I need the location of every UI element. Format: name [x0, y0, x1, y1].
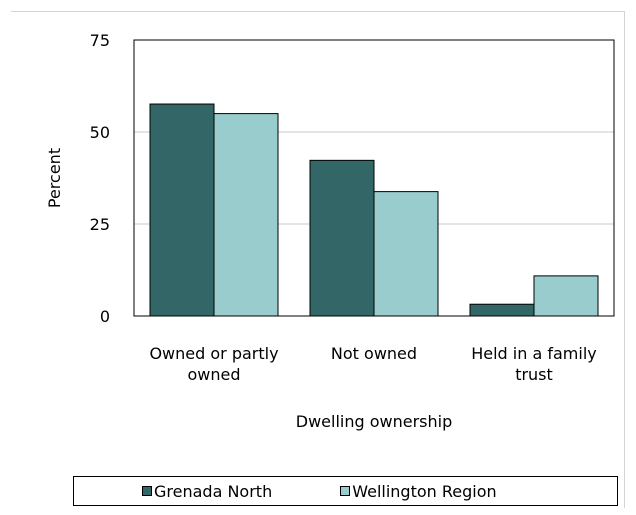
y-tick-label: 25: [90, 215, 110, 234]
legend-swatch-series-2: [340, 486, 351, 496]
bars: [149, 103, 599, 317]
bar-series-2-2: [373, 191, 439, 317]
legend-label-series-1: Grenada North: [154, 481, 273, 501]
x-tick-label: Not owned: [331, 344, 417, 363]
y-tick-labels: 0 25 50 75: [90, 31, 110, 326]
x-axis-label: Dwelling ownership: [296, 412, 452, 431]
legend: Grenada North Wellington Region: [73, 476, 618, 506]
legend-swatch-series-1: [142, 486, 152, 496]
chart-frame: [11, 11, 625, 508]
y-axis-label: Percent: [45, 148, 64, 208]
plot-area: [133, 39, 615, 317]
legend-item-series-1: Grenada North: [142, 482, 272, 501]
bar-series-2-1: [213, 113, 279, 317]
legend-label-series-2: Wellington Region: [352, 481, 497, 501]
x-tick-label: Held in a family trust: [471, 344, 597, 384]
y-tick-label: 75: [90, 31, 110, 50]
legend-item-series-2: Wellington Region: [340, 481, 497, 501]
x-tick-label: Owned or partly owned: [149, 344, 278, 384]
bar-series-1-2: [309, 159, 375, 317]
x-tick-labels: Owned or partly owned Not owned Held in a f…: [149, 344, 596, 384]
bar-series-1-1: [149, 103, 215, 317]
y-tick-label: 0: [100, 307, 110, 326]
bar-series-2-3: [533, 275, 599, 317]
bar-series-1-3: [469, 303, 535, 317]
y-tick-label: 50: [90, 123, 110, 142]
